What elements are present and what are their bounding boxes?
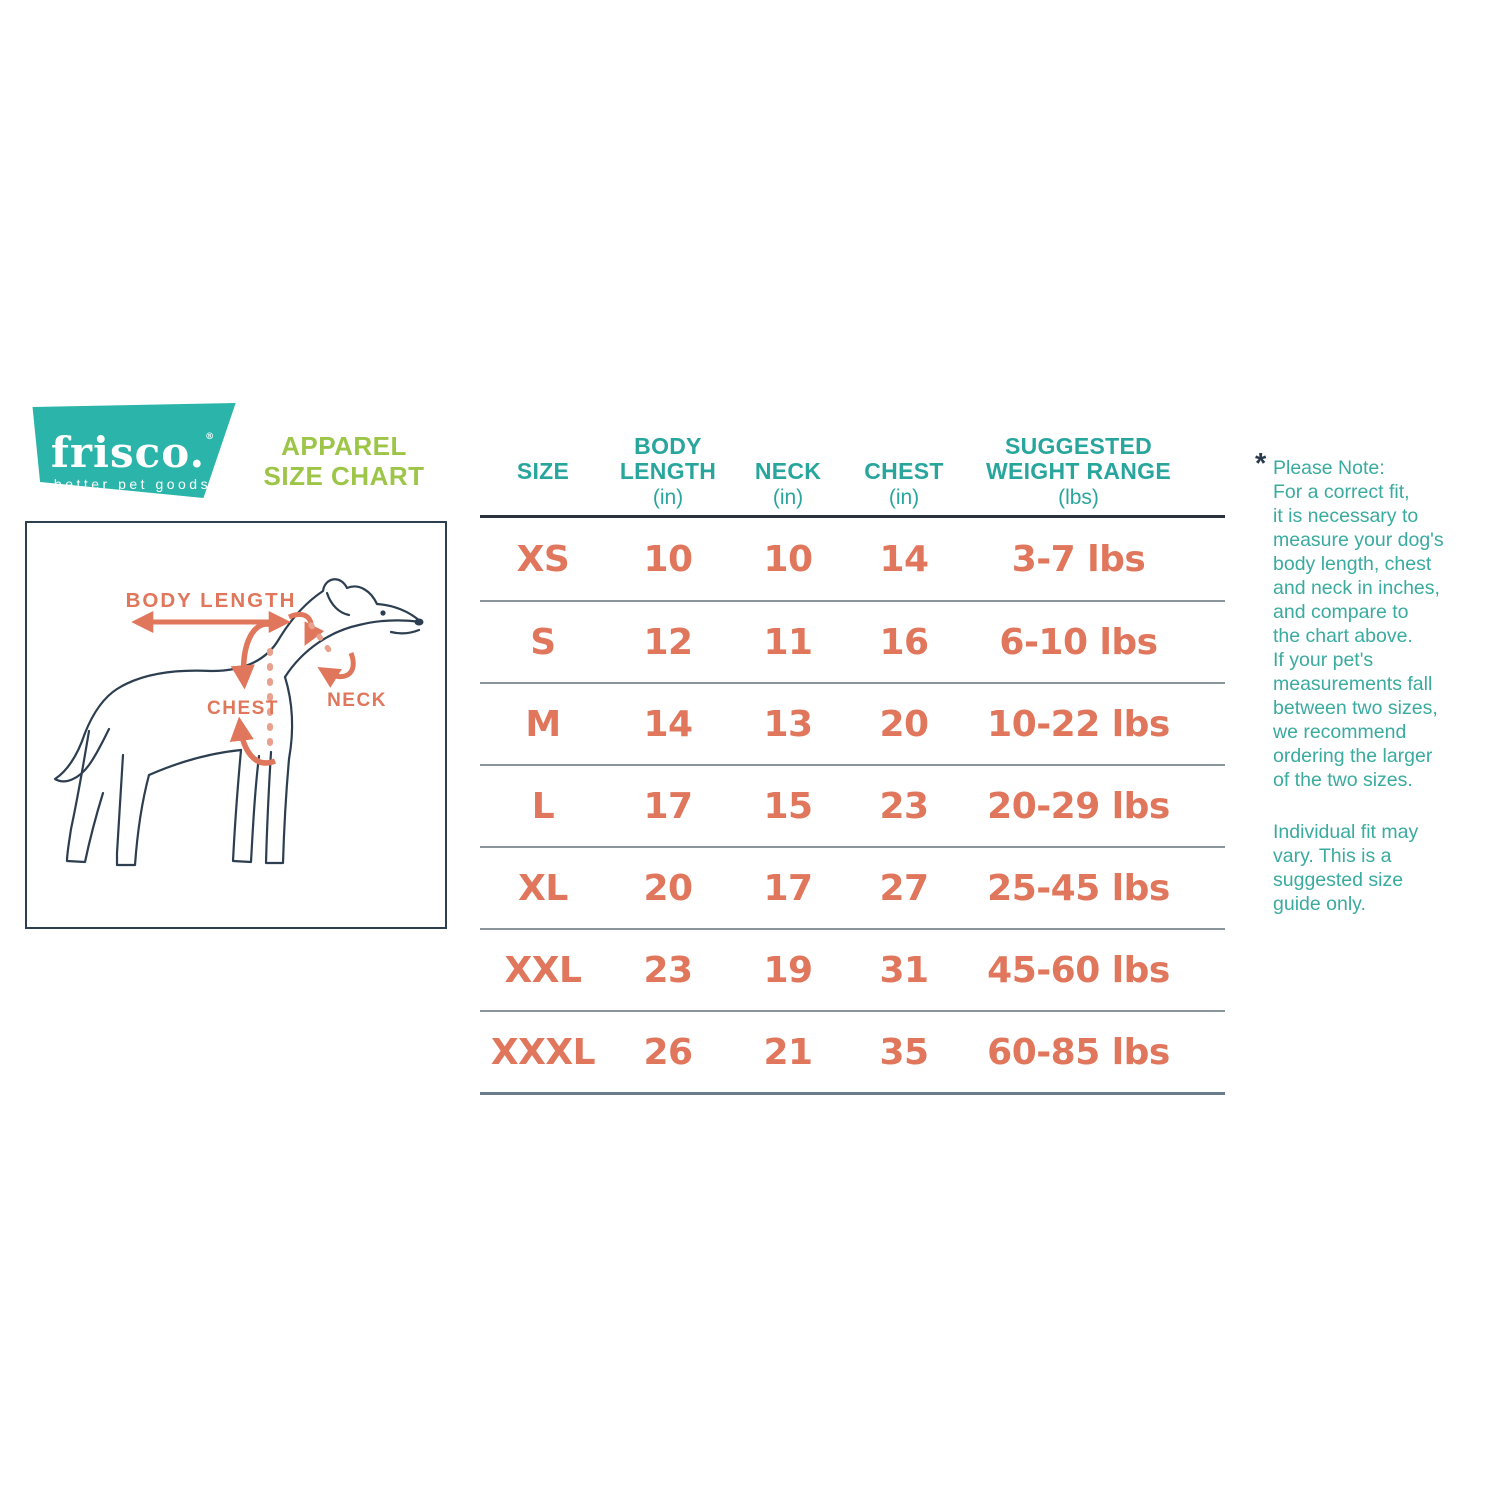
note-paragraph-1: For a correct fit, it is necessary to me… (1273, 481, 1444, 791)
dog-eye (380, 610, 386, 616)
asterisk-mark: * (1255, 448, 1267, 480)
note-text-block: Please Note: For a correct fit, it is ne… (1256, 456, 1474, 916)
column-header-weight-range: SUGGESTED WEIGHT RANGE (lbs) (985, 433, 1172, 510)
table-row: M 14 13 20 10-22 lbs (480, 682, 1225, 764)
column-header-neck: NECK (in) (754, 458, 822, 510)
dog-belly-path (147, 748, 243, 777)
cell-weight-range: 3-7 lbs (1011, 538, 1146, 580)
size-table-header: SIZE BODY LENGTH (in) NECK (in) CHEST (i… (480, 430, 1225, 518)
table-row: XXL 23 19 31 45-60 lbs (480, 928, 1225, 1010)
frisco-logo-wordmark: frisco.® (33, 415, 236, 477)
column-header-size: SIZE (516, 458, 570, 484)
size-table: SIZE BODY LENGTH (in) NECK (in) CHEST (i… (480, 430, 1225, 1095)
frisco-logo-banner: frisco.® better pet goods (32, 403, 236, 498)
cell-body-length: 23 (643, 949, 693, 991)
cell-chest: 23 (879, 785, 929, 827)
cell-chest: 14 (879, 538, 929, 580)
cell-neck: 11 (763, 621, 813, 663)
cell-size: M (525, 703, 561, 745)
cell-neck: 21 (763, 1031, 813, 1073)
dog-diagram-svg: BODY LENGTH CHEST NECK (53, 578, 424, 867)
chest-arc-bottom (229, 716, 277, 766)
table-row: L 17 15 23 20-29 lbs (480, 764, 1225, 846)
dog-front-near-leg-path (231, 748, 261, 864)
please-note-section: * Please Note: For a correct fit, it is … (1255, 450, 1474, 916)
cell-chest: 27 (879, 867, 929, 909)
frisco-brand-text: frisco. (50, 428, 206, 477)
dog-chest-front-path (283, 675, 294, 761)
note-paragraph-2: Individual fit may vary. This is a sugge… (1273, 821, 1419, 915)
page-title: APPAREL SIZE CHART (258, 431, 430, 491)
cell-size: L (531, 785, 555, 827)
cell-chest: 16 (879, 621, 929, 663)
cell-neck: 15 (763, 785, 813, 827)
cell-neck: 10 (763, 538, 813, 580)
frisco-logo-tagline: better pet goods (53, 476, 212, 492)
cell-size: XXL (504, 949, 582, 991)
page-title-line2: SIZE CHART (263, 461, 425, 491)
cell-chest: 35 (879, 1031, 929, 1073)
cell-weight-range: 60-85 lbs (987, 1031, 1170, 1073)
cell-body-length: 26 (643, 1031, 693, 1073)
table-row: S 12 11 16 6-10 lbs (480, 600, 1225, 682)
dog-mouth-path (389, 628, 421, 635)
cell-weight-range: 10-22 lbs (987, 703, 1170, 745)
cell-chest: 20 (879, 703, 929, 745)
dog-hind-near-leg-path (115, 753, 151, 867)
cell-chest: 31 (879, 949, 929, 991)
cell-size: XXXL (490, 1031, 596, 1073)
neck-arc-top (287, 612, 325, 646)
dog-front-far-leg-path (264, 750, 291, 865)
dog-back-and-tail-path (53, 578, 423, 783)
table-body: XS 10 10 14 3-7 lbs S 12 11 16 6-10 lbs … (480, 518, 1225, 1095)
cell-weight-range: 20-29 lbs (987, 785, 1170, 827)
cell-neck: 19 (763, 949, 813, 991)
measurement-annotations: BODY LENGTH CHEST NECK (126, 589, 387, 766)
chest-label: CHEST (207, 698, 279, 719)
cell-neck: 17 (763, 867, 813, 909)
dog-outline-illustration (53, 578, 424, 867)
cell-size: XS (516, 538, 570, 580)
page-title-line1: APPAREL (281, 431, 407, 461)
body-length-label: BODY LENGTH (126, 589, 297, 612)
table-row: XXXL 26 21 35 60-85 lbs (480, 1010, 1225, 1092)
chest-arc-top (230, 621, 274, 690)
cell-size: S (530, 621, 556, 663)
note-title: Please Note: (1273, 457, 1385, 479)
cell-weight-range: 6-10 lbs (999, 621, 1158, 663)
dog-measurement-diagram: BODY LENGTH CHEST NECK (25, 521, 447, 929)
cell-body-length: 14 (643, 703, 693, 745)
cell-body-length: 20 (643, 867, 693, 909)
cell-weight-range: 25-45 lbs (987, 867, 1170, 909)
dog-ear-path (325, 591, 351, 617)
cell-size: XL (518, 867, 568, 909)
dog-nose (414, 618, 424, 626)
registered-trademark-symbol: ® (205, 432, 215, 442)
column-header-body-length: BODY LENGTH (in) (619, 433, 717, 510)
table-row: XS 10 10 14 3-7 lbs (480, 518, 1225, 600)
column-header-chest: CHEST (in) (864, 458, 944, 510)
cell-body-length: 12 (643, 621, 693, 663)
cell-neck: 13 (763, 703, 813, 745)
neck-label: NECK (327, 690, 387, 711)
table-row: XL 20 17 27 25-45 lbs (480, 846, 1225, 928)
cell-weight-range: 45-60 lbs (987, 949, 1170, 991)
neck-arc-bottom (317, 652, 356, 688)
dog-throat-path (283, 619, 423, 679)
cell-body-length: 17 (643, 785, 693, 827)
dog-hind-far-leg-path (65, 729, 105, 864)
cell-body-length: 10 (643, 538, 693, 580)
